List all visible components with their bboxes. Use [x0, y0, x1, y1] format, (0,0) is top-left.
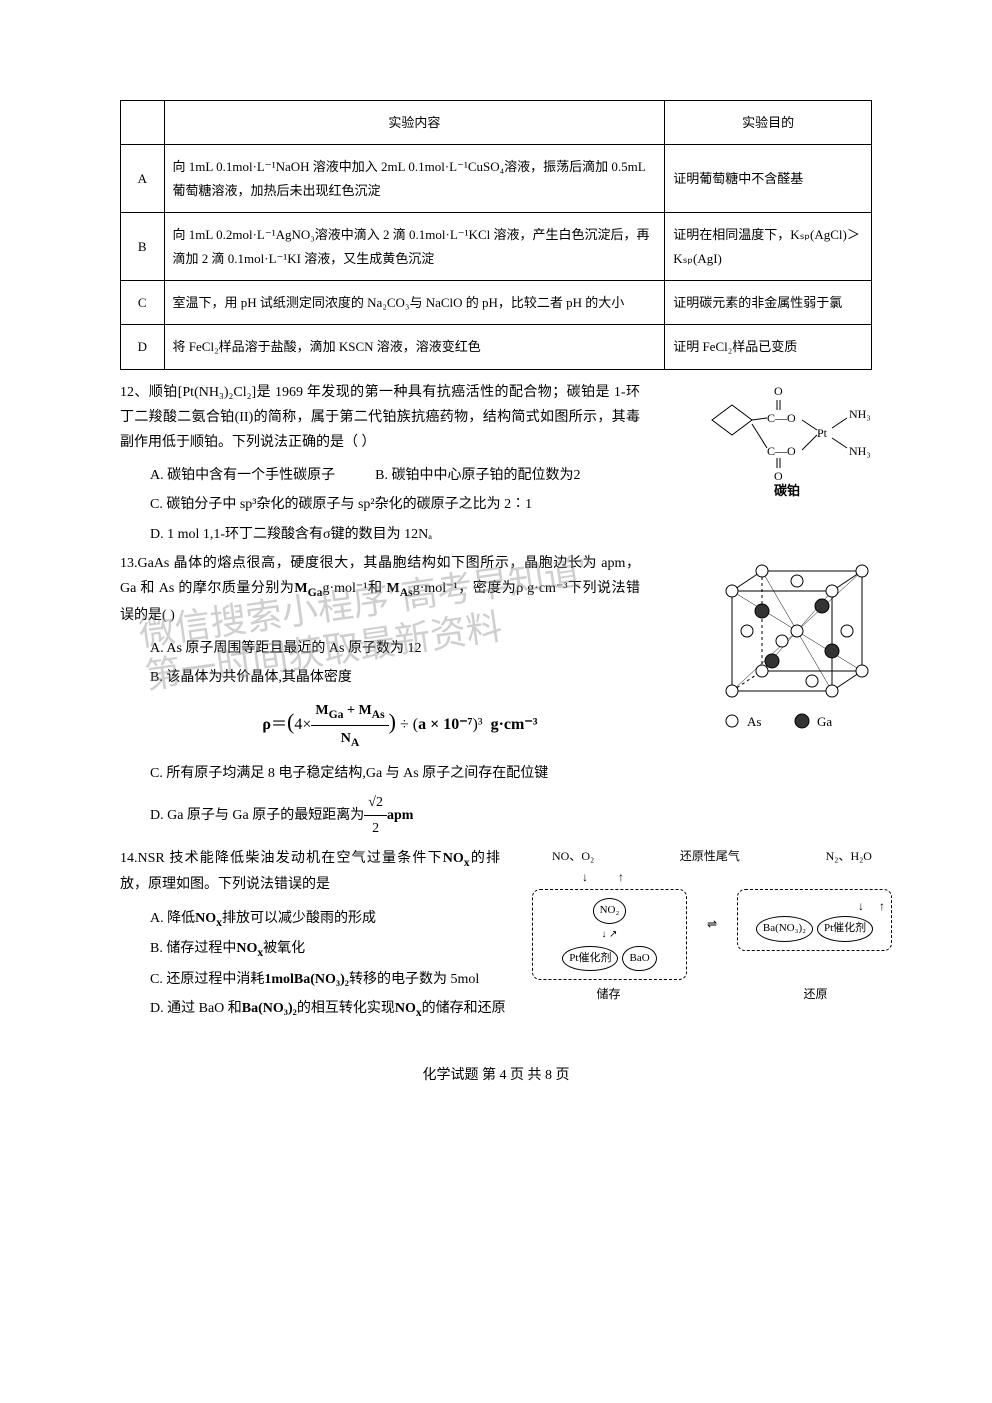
q12-option-c: C. 碳铂分子中 sp³杂化的碳原子与 sp²杂化的碳原子之比为 2∶1: [150, 492, 640, 517]
row-purpose: 证明碳元素的非金属性弱于氯: [665, 280, 872, 324]
th-content: 实验内容: [164, 101, 665, 145]
experiment-table: 实验内容 实验目的 A 向 1mL 0.1mol·L⁻¹NaOH 溶液中加入 2…: [120, 100, 872, 370]
svg-text:C—O: C—O: [767, 411, 796, 425]
nsr-store-label: 储存: [532, 984, 685, 1006]
table-row: B 向 1mL 0.2mol·L⁻¹AgNO₃溶液中滴入 2 滴 0.1mol·…: [121, 213, 872, 281]
row-content: 将 FeCl₂样品溶于盐酸，滴加 KSCN 溶液，溶液变红色: [164, 325, 665, 369]
svg-text:O: O: [774, 469, 783, 483]
q13-stem: 13.GaAs 晶体的熔点很高，硬度很大，其晶胞结构如下图所示，晶胞边长为 ap…: [120, 551, 640, 628]
row-purpose: 证明葡萄糖中不含醛基: [665, 145, 872, 213]
q12-option-d: D. 1 mol 1,1-环丁二羧酸含有σ键的数目为 12Nₐ: [150, 522, 640, 547]
nsr-right-out: N₂、H₂O: [826, 846, 872, 868]
nsr-left-in: NO、O₂: [552, 846, 594, 868]
nsr-reduce-label: 还原: [739, 984, 892, 1006]
q14-stem: 14.NSR 技术能降低柴油发动机在空气过量条件下NOx的排放，原理如图。下列说…: [120, 846, 500, 898]
question-13: 13.GaAs 晶体的熔点很高，硬度很大，其晶胞结构如下图所示，晶胞边长为 ap…: [120, 551, 872, 842]
q13-option-a: A. As 原子周围等距且最近的 As 原子数为 12: [150, 636, 640, 661]
row-label: D: [121, 325, 165, 369]
q13-option-c: C. 所有原子均满足 8 电子稳定结构,Ga 与 As 原子之间存在配位键: [150, 761, 640, 786]
carboplatin-figure: O C—O Pt NH₃ NH₃ C—O O 碳铂: [692, 380, 892, 508]
nsr-reduce-box: ↓ ↑ Ba(NO₃)₂Pt催化剂: [737, 889, 892, 951]
svg-text:Pt: Pt: [817, 426, 828, 440]
q12-option-b: B. 碳铂中中心原子铂的配位数为2: [375, 463, 580, 488]
page-footer: 化学试题 第 4 页 共 8 页: [120, 1063, 872, 1088]
q14-option-b: B. 储存过程中NOx被氧化: [150, 936, 500, 963]
question-12: 12、顺铂[Pt(NH₃)₂Cl₂]是 1969 年发现的第一种具有抗癌活性的配…: [120, 380, 872, 547]
question-14: 14.NSR 技术能降低柴油发动机在空气过量条件下NOx的排放，原理如图。下列说…: [120, 846, 872, 1024]
table-row: A 向 1mL 0.1mol·L⁻¹NaOH 溶液中加入 2mL 0.1mol·…: [121, 145, 872, 213]
svg-text:C—O: C—O: [767, 444, 796, 458]
crystal-figure: As Ga: [702, 551, 882, 740]
th-purpose: 实验目的: [665, 101, 872, 145]
row-label: B: [121, 213, 165, 281]
table-row: C 室温下，用 pH 试纸测定同浓度的 Na₂CO₃与 NaClO 的 pH，比…: [121, 280, 872, 324]
row-purpose: 证明 FeCl₂样品已变质: [665, 325, 872, 369]
q13-formula: ρ＝(4×MGa + MAsNA) ÷ (a × 10⁻⁷)³ g·cm⁻³: [160, 698, 640, 753]
nsr-store-box: NO₂ ↓ ↗ Pt催化剂BaO: [532, 889, 687, 981]
row-content: 向 1mL 0.1mol·L⁻¹NaOH 溶液中加入 2mL 0.1mol·L⁻…: [164, 145, 665, 213]
row-content: 室温下，用 pH 试纸测定同浓度的 Na₂CO₃与 NaClO 的 pH，比较二…: [164, 280, 665, 324]
svg-text:碳铂: 碳铂: [774, 483, 800, 498]
svg-text:NH₃: NH₃: [849, 407, 871, 421]
svg-text:As: As: [747, 714, 761, 729]
q12-stem: 12、顺铂[Pt(NH₃)₂Cl₂]是 1969 年发现的第一种具有抗癌活性的配…: [120, 380, 640, 456]
svg-text:O: O: [774, 384, 783, 398]
row-label: A: [121, 145, 165, 213]
row-purpose: 证明在相同温度下，Kₛₚ(AgCl)＞Kₛₚ(AgI): [665, 213, 872, 281]
q12-option-a: A. 碳铂中含有一个手性碳原子: [150, 463, 335, 488]
row-content: 向 1mL 0.2mol·L⁻¹AgNO₃溶液中滴入 2 滴 0.1mol·L⁻…: [164, 213, 665, 281]
nsr-figure: NO、O₂ 还原性尾气 N₂、H₂O ↓↑ NO₂ ↓ ↗ Pt催化剂BaO ⇌…: [532, 846, 892, 1006]
q13-option-b: B. 该晶体为共价晶体,其晶体密度: [150, 665, 640, 690]
svg-text:NH₃: NH₃: [849, 444, 871, 458]
th-label: [121, 101, 165, 145]
q14-option-a: A. 降低NOx排放可以减少酸雨的形成: [150, 906, 500, 933]
table-row: D 将 FeCl₂样品溶于盐酸，滴加 KSCN 溶液，溶液变红色 证明 FeCl…: [121, 325, 872, 369]
nsr-right-title: 还原性尾气: [680, 846, 740, 868]
row-label: C: [121, 280, 165, 324]
q13-option-d: D. Ga 原子与 Ga 原子的最短距离为√22apm: [150, 790, 640, 841]
svg-text:Ga: Ga: [817, 714, 832, 729]
